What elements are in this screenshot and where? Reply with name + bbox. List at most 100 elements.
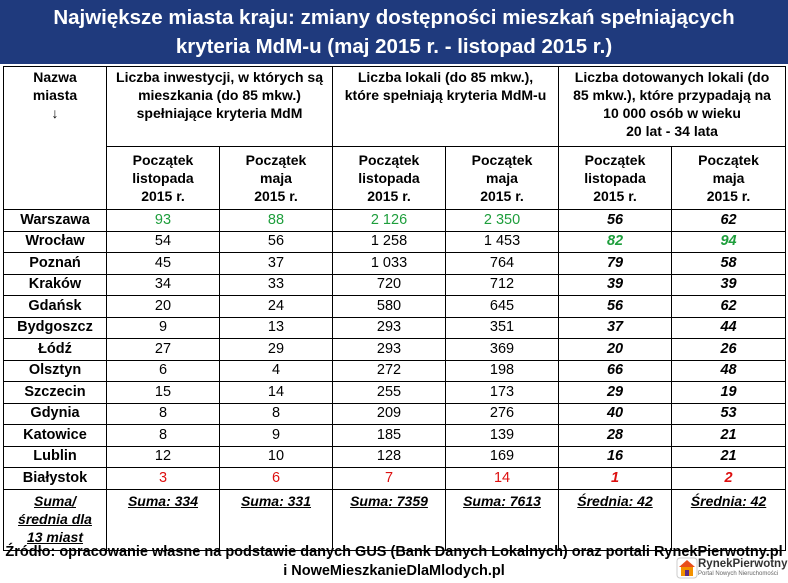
table-cell: 293 bbox=[332, 338, 446, 361]
city-name: Lublin bbox=[3, 445, 107, 468]
table-cell: 16 bbox=[558, 445, 673, 468]
table-cell: 48 bbox=[671, 359, 787, 382]
table-cell: 2 bbox=[671, 467, 787, 490]
table-cell: 37 bbox=[219, 252, 333, 275]
table-cell: 13 bbox=[219, 316, 333, 339]
table-cell: 2 350 bbox=[444, 209, 560, 232]
table-cell: 39 bbox=[671, 273, 787, 296]
table-cell: 1 453 bbox=[444, 230, 560, 253]
table-cell: 8 bbox=[106, 402, 220, 425]
summary-value: Suma: 7613 bbox=[444, 488, 560, 551]
rynekpierwotny-logo: RynekPierwotny Portal Nowych Nieruchomoś… bbox=[676, 557, 788, 581]
table-cell: 8 bbox=[106, 424, 220, 447]
header-subsidized: Liczba dotowanych lokali (do 85 mkw.), k… bbox=[558, 66, 787, 147]
table-cell: 20 bbox=[558, 338, 673, 361]
table-cell: 2 126 bbox=[332, 209, 446, 232]
summary-value: Średnia: 42 bbox=[671, 488, 787, 551]
city-name: Łódź bbox=[3, 338, 107, 361]
table-cell: 88 bbox=[219, 209, 333, 232]
table-cell: 62 bbox=[671, 209, 787, 232]
table-cell: 39 bbox=[558, 273, 673, 296]
header-units: Liczba lokali (do 85 mkw.), które spełni… bbox=[331, 66, 560, 147]
table-cell: 40 bbox=[558, 402, 673, 425]
table-cell: 79 bbox=[558, 252, 673, 275]
table-cell: 82 bbox=[558, 230, 673, 253]
summary-value: Suma: 7359 bbox=[332, 488, 446, 551]
table-cell: 53 bbox=[671, 402, 787, 425]
subheader-may: Początek maja 2015 r. bbox=[219, 146, 333, 210]
table-cell: 1 033 bbox=[332, 252, 446, 275]
table-cell: 24 bbox=[219, 295, 333, 318]
table-cell: 720 bbox=[332, 273, 446, 296]
table-cell: 7 bbox=[332, 467, 446, 490]
table-cell: 272 bbox=[332, 359, 446, 382]
table-cell: 27 bbox=[106, 338, 220, 361]
down-arrow-icon: ↓ bbox=[51, 105, 59, 121]
table-body: Warszawa 93 88 2 126 2 350 56 62 Wrocław 54 56 1 2… bbox=[3, 209, 787, 490]
table-row: Łódź 27 29 293 369 20 26 bbox=[3, 338, 787, 361]
table-cell: 37 bbox=[558, 316, 673, 339]
summary-value: Suma: 331 bbox=[219, 488, 333, 551]
table-cell: 276 bbox=[444, 402, 560, 425]
table-cell: 712 bbox=[444, 273, 560, 296]
table-cell: 44 bbox=[671, 316, 787, 339]
table-row: Kraków 34 33 720 712 39 39 bbox=[3, 273, 787, 296]
subheader-nov: Początek listopada 2015 r. bbox=[332, 146, 446, 210]
table-cell: 209 bbox=[332, 402, 446, 425]
table-row: Olsztyn 6 4 272 198 66 48 bbox=[3, 359, 787, 382]
logo-name: RynekPierwotny bbox=[698, 558, 788, 570]
table-cell: 12 bbox=[106, 445, 220, 468]
table-cell: 293 bbox=[332, 316, 446, 339]
city-name: Białystok bbox=[3, 467, 107, 490]
table-cell: 8 bbox=[219, 402, 333, 425]
table-cell: 56 bbox=[219, 230, 333, 253]
table-cell: 9 bbox=[219, 424, 333, 447]
table-cell: 9 bbox=[106, 316, 220, 339]
table-cell: 10 bbox=[219, 445, 333, 468]
header-investments: Liczba inwestycji, w których są mieszkan… bbox=[106, 66, 333, 147]
header-city: Nazwa miasta ↓ bbox=[3, 66, 107, 210]
table-cell: 764 bbox=[444, 252, 560, 275]
data-table: Nazwa miasta ↓ Liczba inwestycji, w któr… bbox=[3, 66, 787, 551]
city-name: Katowice bbox=[3, 424, 107, 447]
page-title: Największe miasta kraju: zmiany dostępno… bbox=[0, 0, 788, 64]
summary-value: Średnia: 42 bbox=[558, 488, 673, 551]
city-name: Wrocław bbox=[3, 230, 107, 253]
city-name: Bydgoszcz bbox=[3, 316, 107, 339]
table-cell: 173 bbox=[444, 381, 560, 404]
city-name: Poznań bbox=[3, 252, 107, 275]
table-cell: 139 bbox=[444, 424, 560, 447]
table-cell: 54 bbox=[106, 230, 220, 253]
title-line-1: Największe miasta kraju: zmiany dostępno… bbox=[53, 6, 735, 29]
table-row: Warszawa 93 88 2 126 2 350 56 62 bbox=[3, 209, 787, 232]
table-cell: 58 bbox=[671, 252, 787, 275]
table-cell: 26 bbox=[671, 338, 787, 361]
table-row: Poznań 45 37 1 033 764 79 58 bbox=[3, 252, 787, 275]
table-cell: 6 bbox=[219, 467, 333, 490]
summary-row: Suma/ średnia dla 13 miast Suma: 334 Sum… bbox=[3, 488, 787, 551]
table-cell: 4 bbox=[219, 359, 333, 382]
table-cell: 94 bbox=[671, 230, 787, 253]
city-name: Olsztyn bbox=[3, 359, 107, 382]
table-cell: 128 bbox=[332, 445, 446, 468]
table-cell: 580 bbox=[332, 295, 446, 318]
table-row: Gdynia 8 8 209 276 40 53 bbox=[3, 402, 787, 425]
table-cell: 19 bbox=[671, 381, 787, 404]
table-cell: 3 bbox=[106, 467, 220, 490]
table-cell: 28 bbox=[558, 424, 673, 447]
table-cell: 1 258 bbox=[332, 230, 446, 253]
table-row: Wrocław 54 56 1 258 1 453 82 94 bbox=[3, 230, 787, 253]
subheader-nov: Początek listopada 2015 r. bbox=[106, 146, 220, 210]
summary-label: Suma/ średnia dla 13 miast bbox=[3, 488, 107, 551]
source-note: Źródło: opracowanie własne na podstawie … bbox=[5, 544, 783, 579]
table-cell: 21 bbox=[671, 424, 787, 447]
table-cell: 33 bbox=[219, 273, 333, 296]
table-cell: 1 bbox=[558, 467, 673, 490]
table-cell: 34 bbox=[106, 273, 220, 296]
table-cell: 93 bbox=[106, 209, 220, 232]
table-cell: 56 bbox=[558, 295, 673, 318]
subheader-may: Początek maja 2015 r. bbox=[444, 146, 560, 210]
table-cell: 66 bbox=[558, 359, 673, 382]
table-cell: 21 bbox=[671, 445, 787, 468]
table-row: Lublin 12 10 128 169 16 21 bbox=[3, 445, 787, 468]
